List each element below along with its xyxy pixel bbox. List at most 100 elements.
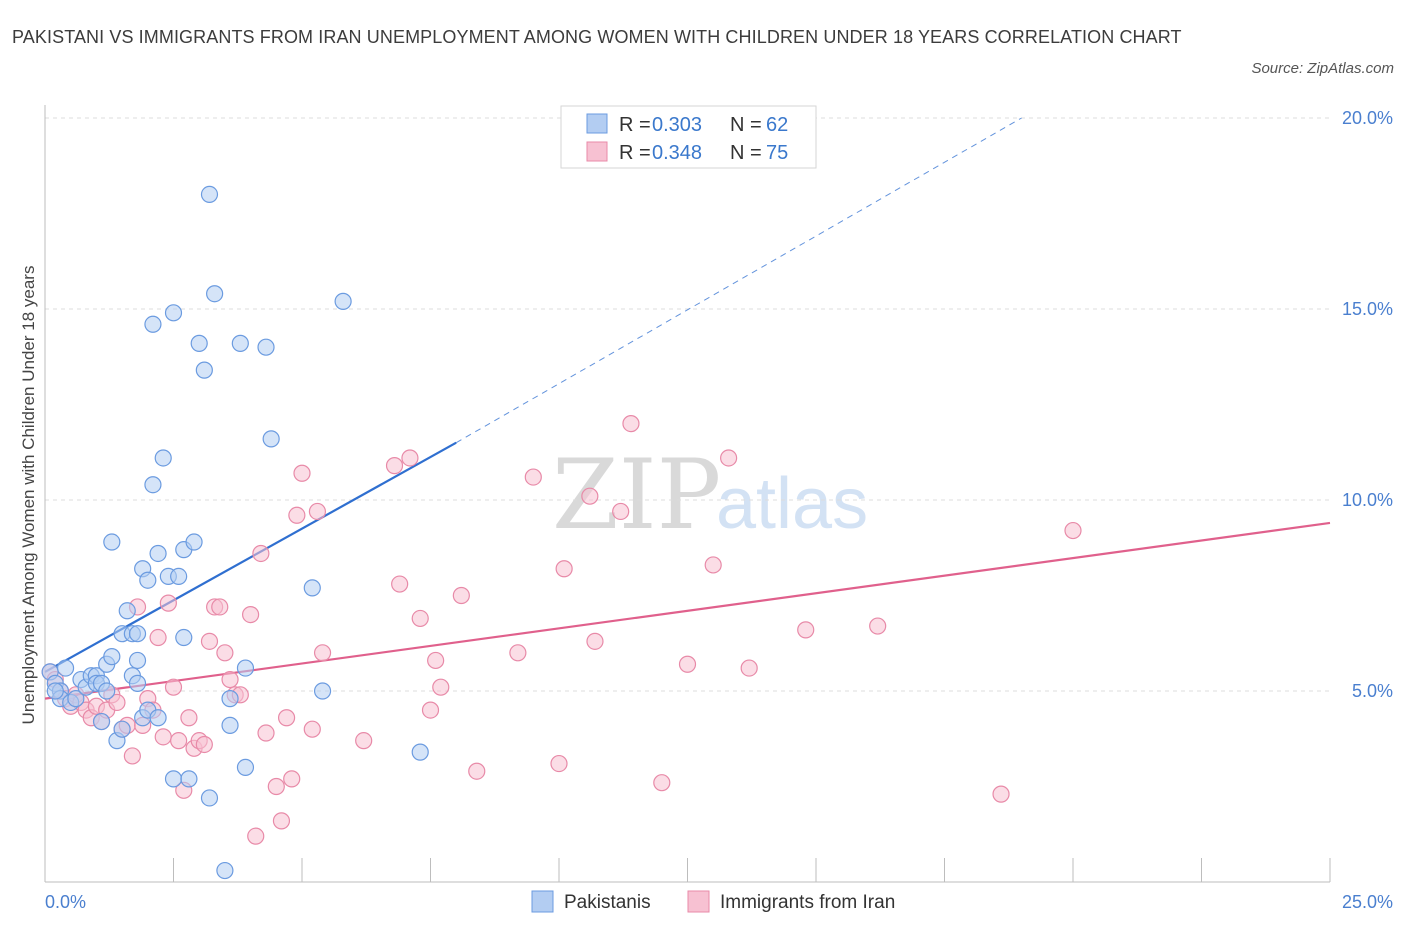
- point-iran: [313, 644, 332, 662]
- legend-swatch-blue: [586, 113, 608, 134]
- point-iran: [612, 502, 630, 521]
- point-iran: [432, 678, 450, 696]
- series-legend: Pakistanis Immigrants from Iran: [531, 890, 895, 913]
- point-pakistanis: [334, 292, 352, 310]
- point-iran: [267, 777, 285, 796]
- point-iran: [586, 632, 604, 650]
- point-iran: [242, 605, 260, 624]
- point-iran: [427, 651, 445, 670]
- tick-labels: 5.0% 10.0% 15.0% 20.0% 0.0% 25.0%: [45, 108, 1393, 912]
- point-iran: [509, 644, 527, 662]
- chart-title: PAKISTANI VS IMMIGRANTS FROM IRAN UNEMPL…: [12, 27, 1182, 47]
- point-iran: [797, 621, 815, 639]
- point-pakistanis: [190, 334, 208, 352]
- legend-n-label: N =: [730, 142, 762, 164]
- y-tick-label: 15.0%: [1342, 299, 1393, 319]
- point-iran: [391, 575, 409, 593]
- legend-n-label: N =: [730, 114, 762, 136]
- point-iran: [720, 449, 738, 467]
- point-iran: [277, 709, 296, 727]
- point-pakistanis: [200, 185, 219, 203]
- point-iran: [653, 774, 671, 792]
- trend-line-pakistanis: [44, 441, 457, 673]
- series-swatch-pakistanis: [531, 890, 554, 913]
- point-iran: [421, 701, 440, 719]
- legend-r-value: 0.303: [652, 114, 702, 136]
- y-tick-label: 10.0%: [1342, 490, 1393, 510]
- data-points: [41, 185, 1082, 880]
- point-pakistanis: [221, 690, 239, 708]
- point-pakistanis: [262, 430, 280, 448]
- point-pakistanis: [313, 682, 332, 700]
- point-iran: [303, 720, 321, 738]
- point-iran: [452, 586, 470, 605]
- point-pakistanis: [164, 770, 183, 788]
- point-iran: [678, 655, 697, 673]
- point-pakistanis: [175, 628, 193, 647]
- point-pakistanis: [103, 533, 121, 551]
- point-iran: [622, 415, 640, 433]
- point-pakistanis: [221, 716, 239, 734]
- point-iran: [211, 598, 229, 616]
- point-iran: [283, 770, 301, 788]
- point-iran: [216, 644, 234, 662]
- point-iran: [293, 464, 311, 482]
- point-pakistanis: [236, 758, 255, 777]
- point-iran: [740, 659, 758, 677]
- point-pakistanis: [257, 338, 275, 356]
- point-pakistanis: [149, 709, 167, 727]
- point-pakistanis: [149, 544, 167, 563]
- point-pakistanis: [103, 648, 121, 666]
- point-iran: [247, 827, 265, 845]
- point-iran: [550, 754, 568, 773]
- point-iran: [154, 728, 172, 746]
- point-pakistanis: [231, 334, 249, 352]
- trend-line-iran: [44, 521, 1331, 700]
- watermark-atlas: atlas: [716, 464, 868, 544]
- point-iran: [149, 628, 167, 647]
- point-pakistanis: [180, 770, 198, 788]
- point-pakistanis: [216, 861, 234, 880]
- point-iran: [992, 785, 1010, 803]
- point-iran: [704, 556, 722, 574]
- point-pakistanis: [144, 315, 162, 333]
- point-iran: [385, 457, 404, 475]
- trend-extension-pakistanis: [455, 117, 1022, 444]
- series-label-pakistanis: Pakistanis: [564, 892, 651, 913]
- point-pakistanis: [67, 690, 85, 708]
- y-axis-label: Unemployment Among Women with Children U…: [19, 266, 38, 725]
- series-swatch-iran: [687, 890, 710, 913]
- point-pakistanis: [46, 682, 64, 700]
- point-iran: [252, 544, 270, 563]
- point-iran: [555, 560, 573, 578]
- point-pakistanis: [92, 712, 111, 731]
- legend: R = 0.303 N = 62 R = 0.348 N = 75: [560, 105, 817, 169]
- point-iran: [581, 487, 599, 505]
- point-iran: [411, 609, 429, 628]
- point-iran: [170, 732, 188, 750]
- point-pakistanis: [139, 571, 157, 589]
- watermark-zip: ZIP: [552, 439, 721, 551]
- point-pakistanis: [236, 659, 255, 677]
- point-iran: [272, 812, 291, 830]
- series-label-iran: Immigrants from Iran: [720, 892, 895, 913]
- point-pakistanis: [98, 682, 116, 700]
- grid: [45, 117, 1330, 692]
- legend-swatch-pink: [586, 141, 608, 162]
- point-iran: [123, 747, 141, 765]
- point-pakistanis: [303, 579, 321, 597]
- point-iran: [288, 506, 306, 524]
- legend-r-label: R =: [619, 114, 651, 136]
- point-pakistanis: [113, 720, 131, 738]
- point-iran: [195, 735, 213, 754]
- y-tick-label: 20.0%: [1342, 108, 1393, 128]
- point-pakistanis: [154, 449, 172, 467]
- legend-r-value: 0.348: [652, 142, 702, 164]
- point-pakistanis: [200, 789, 219, 807]
- point-iran: [401, 449, 419, 467]
- point-pakistanis: [56, 659, 75, 677]
- source-note: Source: ZipAtlas.com: [1251, 60, 1394, 77]
- point-pakistanis: [128, 651, 147, 670]
- point-pakistanis: [144, 476, 162, 494]
